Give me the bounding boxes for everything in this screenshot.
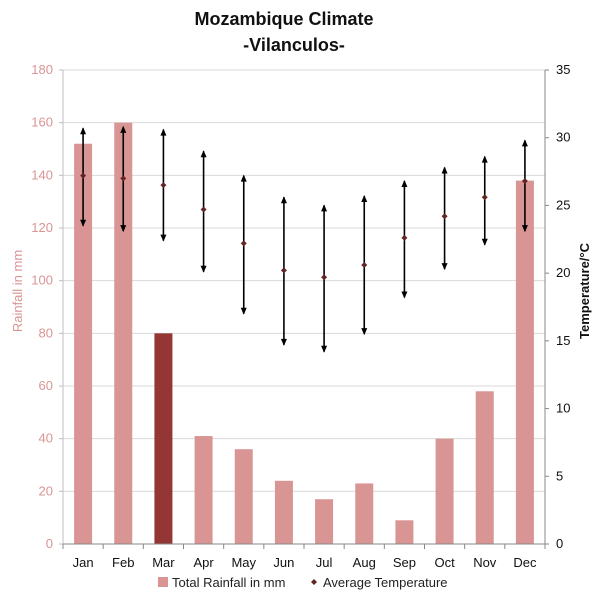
y-right-tick-label: 0 [556, 536, 563, 551]
x-tick-label: Dec [513, 555, 537, 570]
rainfall-bar-jan [74, 143, 93, 544]
y-left-tick-label: 80 [39, 325, 53, 340]
rainfall-bar-dec [515, 180, 534, 544]
temperature-min-arrowhead [481, 238, 488, 246]
y-left-tick-label: 140 [31, 167, 53, 182]
x-tick-label: Aug [353, 555, 376, 570]
temperature-avg-marker [200, 206, 207, 213]
axes: 0 20 40 60 80 100 120 140 160 180 0 5 10 15 20 25 30 35 Ja… [31, 62, 570, 570]
x-tick-label: Feb [112, 555, 134, 570]
rainfall-bar-jul [315, 499, 334, 544]
x-tick-label: Apr [193, 555, 214, 570]
legend-temperature-label: Average Temperature [323, 575, 448, 590]
temperature-avg-marker [401, 234, 408, 241]
temperature-min-arrowhead [441, 263, 448, 271]
rainfall-bar-may [234, 449, 253, 544]
y-left-tick-label: 60 [39, 378, 53, 393]
y-right-tick-label: 35 [556, 62, 570, 77]
temperature-max-arrowhead [361, 194, 368, 202]
chart-subtitle: -Vilanculos- [243, 35, 345, 55]
temperature-min-arrowhead [321, 345, 328, 353]
temperature-min-arrowhead [361, 328, 368, 336]
temperature-avg-marker [321, 274, 328, 281]
y-left-tick-label: 40 [39, 431, 53, 446]
temperature-avg-marker [80, 172, 87, 179]
temperature-max-arrowhead [280, 196, 287, 204]
y-left-axis-label: Rainfall in mm [10, 250, 25, 332]
temperature-avg-marker [240, 240, 247, 247]
temperature-avg-marker [521, 178, 528, 185]
x-tick-label: Oct [434, 555, 455, 570]
temperature-max-arrowhead [80, 127, 87, 135]
temperature-avg-marker [361, 262, 368, 269]
temperature-avg-marker [481, 194, 488, 201]
temperature-min-arrowhead [521, 225, 528, 233]
temperature-min-arrowhead [200, 265, 207, 273]
temperature-avg-marker [160, 182, 167, 189]
gridlines [63, 69, 545, 545]
y-right-tick-label: 20 [556, 265, 570, 280]
temperature-min-arrowhead [240, 307, 247, 315]
y-right-axis-label: Temperature/°C [577, 242, 592, 339]
rainfall-bar-oct [435, 438, 454, 544]
temperature-max-arrowhead [240, 174, 247, 182]
y-left-tick-label: 120 [31, 220, 53, 235]
y-left-tick-label: 180 [31, 62, 53, 77]
chart-title: Mozambique Climate [194, 9, 373, 29]
rainfall-bar-feb [114, 122, 133, 545]
temperature-max-arrowhead [160, 128, 167, 136]
temperature-max-arrowhead [481, 155, 488, 163]
y-left-tick-label: 160 [31, 115, 53, 130]
x-tick-label: Nov [473, 555, 497, 570]
temperature-avg-marker [120, 175, 127, 182]
rainfall-bar-mar [154, 333, 173, 544]
legend-rainfall-swatch [158, 577, 168, 587]
legend-rainfall-label: Total Rainfall in mm [172, 575, 285, 590]
rainfall-bar-aug [355, 483, 374, 544]
x-tick-label: Mar [152, 555, 175, 570]
y-right-tick-label: 15 [556, 333, 570, 348]
y-right-tick-label: 5 [556, 468, 563, 483]
x-tick-label: Jun [273, 555, 294, 570]
temperature-max-arrowhead [521, 139, 528, 147]
temperature-max-arrowhead [120, 125, 127, 133]
temperature-min-arrowhead [160, 234, 167, 242]
temperature-max-arrowhead [441, 166, 448, 174]
temperature-min-arrowhead [401, 291, 408, 299]
temperature-avg-marker [280, 267, 287, 274]
rainfall-bar-apr [194, 436, 213, 544]
temperature-min-arrowhead [120, 225, 127, 233]
x-tick-label: Sep [393, 555, 416, 570]
temperature-series [80, 125, 528, 353]
x-tick-label: Jul [316, 555, 333, 570]
rainfall-bar-jun [274, 480, 293, 544]
y-left-tick-label: 100 [31, 273, 53, 288]
temperature-min-arrowhead [80, 219, 87, 227]
temperature-max-arrowhead [321, 204, 328, 212]
temperature-min-arrowhead [280, 338, 287, 346]
temperature-max-arrowhead [200, 150, 207, 158]
temperature-max-arrowhead [401, 180, 408, 188]
y-right-tick-label: 10 [556, 401, 570, 416]
rainfall-bar-nov [475, 391, 494, 544]
rainfall-bar-sep [395, 520, 414, 544]
x-tick-label: May [231, 555, 256, 570]
y-left-tick-label: 20 [39, 483, 53, 498]
rainfall-bars [74, 122, 534, 545]
legend: Total Rainfall in mm Average Temperature [158, 575, 448, 590]
legend-temperature-marker [311, 579, 317, 585]
temperature-avg-marker [441, 213, 448, 220]
x-tick-label: Jan [73, 555, 94, 570]
y-left-tick-label: 0 [46, 536, 53, 551]
y-right-tick-label: 30 [556, 130, 570, 145]
y-right-tick-label: 25 [556, 197, 570, 212]
